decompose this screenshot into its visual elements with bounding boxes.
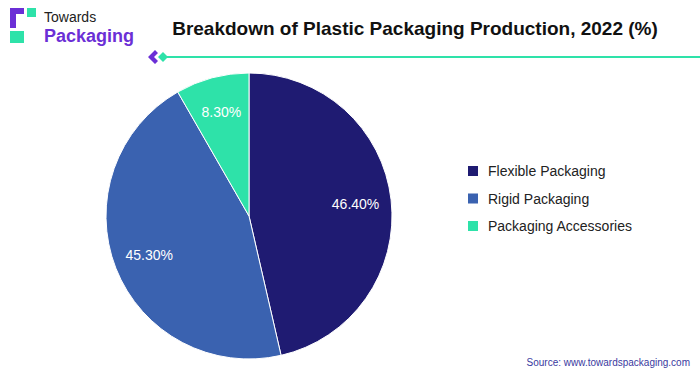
- logo-text: Towards: [44, 9, 96, 25]
- legend: Flexible Packaging Rigid Packaging Packagi…: [468, 163, 632, 234]
- source-text: Source: www.towardspackaging.com: [527, 357, 690, 368]
- legend-label: Rigid Packaging: [488, 191, 589, 207]
- data-label: 8.30%: [201, 104, 241, 120]
- chart-container: TowardsPackaging Source: www.towardspacka…: [0, 0, 700, 375]
- legend-swatch: [468, 194, 478, 204]
- data-labels: 46.40% 45.30% 8.30%: [125, 104, 379, 263]
- data-label: 46.40%: [332, 196, 379, 212]
- logo-text: Packaging: [44, 26, 134, 46]
- header-rule: [160, 56, 700, 58]
- logo-shape: [10, 31, 24, 43]
- header-diamond: [158, 52, 168, 62]
- legend-item: Rigid Packaging: [468, 191, 589, 207]
- legend-swatch: [468, 166, 478, 176]
- legend-item: Packaging Accessories: [468, 218, 632, 234]
- legend-item: Flexible Packaging: [468, 163, 606, 179]
- pie-slice: [178, 73, 249, 216]
- legend-label: Packaging Accessories: [488, 218, 632, 234]
- logo-icon: [10, 8, 36, 43]
- logo-shape: [27, 8, 36, 17]
- chart-svg: TowardsPackaging Source: www.towardspacka…: [0, 0, 700, 375]
- legend-swatch: [468, 221, 478, 231]
- logo-shape: [10, 8, 24, 28]
- chart-title: Breakdown of Plastic Packaging Productio…: [172, 18, 658, 39]
- header-diamond: [148, 50, 158, 64]
- data-label: 45.30%: [125, 247, 172, 263]
- pie-slice: [106, 92, 281, 359]
- legend-label: Flexible Packaging: [488, 163, 606, 179]
- pie: [106, 73, 392, 359]
